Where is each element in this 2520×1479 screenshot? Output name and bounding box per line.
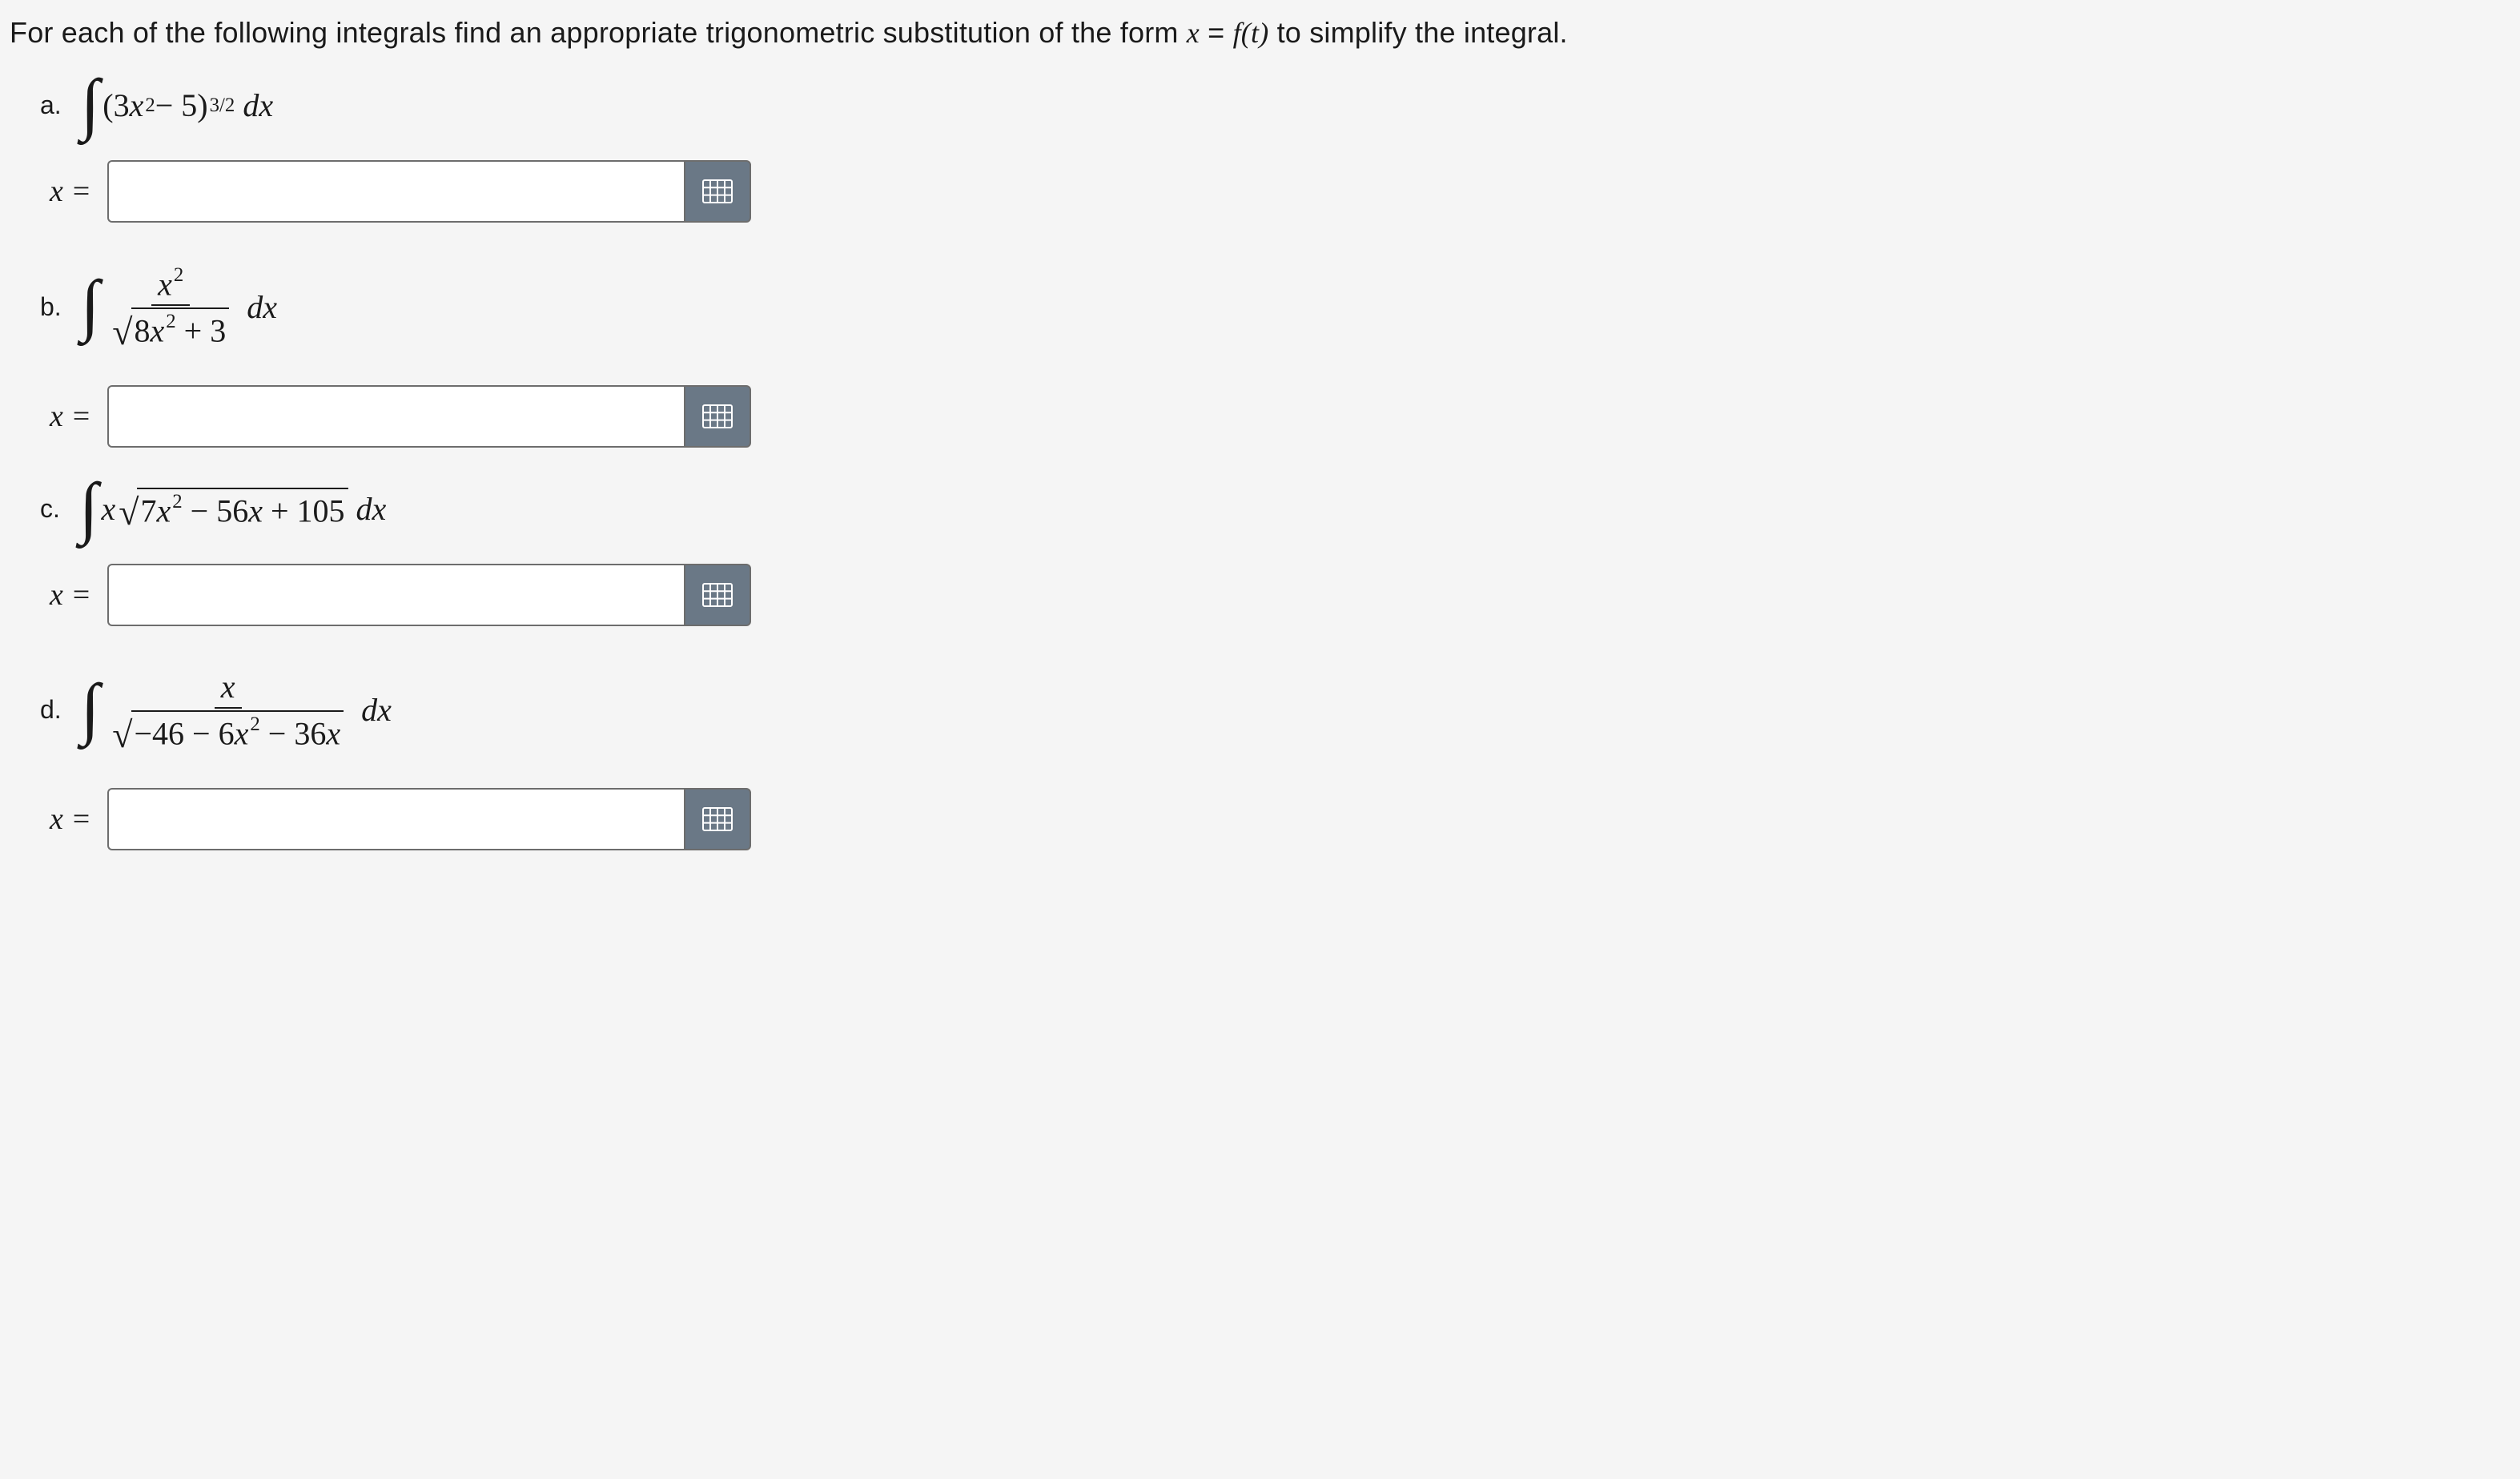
problem-b-answer-row: x = [50, 385, 2510, 448]
integral-sign: ∫ [81, 688, 100, 729]
problem-a-xeq: x = [50, 174, 91, 209]
radical-sign: √ [112, 713, 132, 756]
c-rad-rest: + 105 [263, 492, 345, 529]
problem-b-denominator: √ 8x2 + 3 [106, 306, 235, 352]
problem-d-equation: d. ∫ x √ −46 − 6x2 − 36x [40, 666, 2510, 754]
integral-sign: ∫ [79, 487, 98, 529]
problem-d-fraction: x √ −46 − 6x2 − 36x [106, 666, 350, 754]
c-rad-1: 7 [140, 492, 156, 529]
page: For each of the following integrals find… [0, 0, 2520, 921]
b-rad-rest: + 3 [176, 312, 227, 348]
d-rad-1: −46 − 6 [135, 715, 235, 751]
problem-a: a. ∫ (3x2 − 5)3/2 dx x = [40, 85, 2510, 223]
integral-sign: ∫ [81, 83, 100, 125]
problem-b-input[interactable] [107, 385, 684, 448]
d-rad-var: x [235, 715, 249, 751]
problem-c-keyboard-button[interactable] [684, 564, 751, 626]
problem-b-numerator: x2 [151, 263, 190, 306]
instruction-eq: = [1200, 16, 1233, 49]
c-rad-mid: − 56 [183, 492, 249, 529]
problem-c-xeq: x = [50, 577, 91, 613]
d-rad-exp: 2 [250, 713, 259, 735]
b-den-sqrt: √ 8x2 + 3 [112, 307, 229, 350]
problem-b-math: ∫ x2 √ 8x2 + 3 dx [81, 263, 277, 352]
problem-a-math: ∫ (3x2 − 5)3/2 dx [81, 85, 273, 127]
d-num-var: x [221, 669, 235, 705]
radical-sign: √ [112, 311, 132, 353]
b-rad-var: x [151, 312, 165, 348]
problem-a-label: a. [40, 90, 62, 120]
c-lead-var: x [101, 490, 115, 528]
d-den-sqrt: √ −46 − 6x2 − 36x [112, 710, 344, 753]
grid-keyboard-icon [702, 583, 733, 607]
c-rad-exp: 2 [172, 491, 182, 512]
expr-a-outerexp: 3/2 [210, 94, 235, 117]
d-rad-mid: − 36 [260, 715, 327, 751]
integral-sign: ∫ [81, 284, 100, 326]
expr-a-dx: dx [243, 86, 273, 124]
problem-b-keyboard-button[interactable] [684, 385, 751, 448]
problem-a-answer-row: x = [50, 160, 2510, 223]
expr-a-exp: 2 [145, 94, 155, 117]
instruction-part1: For each of the following integrals find… [10, 16, 1187, 49]
expr-a-rest: − 5) [155, 86, 208, 124]
d-rad-var2: x [326, 715, 340, 751]
expr-d-dx: dx [361, 691, 392, 729]
problem-d-numerator: x [215, 666, 242, 709]
problem-d-math: ∫ x √ −46 − 6x2 − 36x dx [81, 666, 392, 754]
expr-a-var: x [130, 86, 144, 124]
problem-d-input[interactable] [107, 788, 684, 850]
problem-b-xeq: x = [50, 399, 91, 434]
problem-d-answer-row: x = [50, 788, 2510, 850]
problem-c-equation: c. ∫ x √ 7x2 − 56x + 105 dx [40, 488, 2510, 530]
problem-c: c. ∫ x √ 7x2 − 56x + 105 dx x = [40, 488, 2510, 626]
grid-keyboard-icon [702, 807, 733, 831]
problem-d: d. ∫ x √ −46 − 6x2 − 36x [40, 666, 2510, 850]
grid-keyboard-icon [702, 404, 733, 428]
problem-a-equation: a. ∫ (3x2 − 5)3/2 dx [40, 85, 2510, 127]
problem-a-input[interactable] [107, 160, 684, 223]
c-rad-var2: x [248, 492, 263, 529]
b-num-var: x [158, 266, 172, 302]
problem-b: b. ∫ x2 √ 8x2 + 3 [40, 263, 2510, 448]
expr-c-dx: dx [356, 490, 387, 528]
instruction-ft: f(t) [1233, 17, 1269, 49]
b-rad-exp: 2 [166, 311, 175, 332]
c-radicand: 7x2 − 56x + 105 [137, 488, 348, 530]
problem-d-xeq: x = [50, 802, 91, 837]
expr-a-1: (3 [102, 86, 129, 124]
instruction-text: For each of the following integrals find… [10, 16, 2510, 50]
b-rad-1: 8 [135, 312, 151, 348]
problem-c-answer-row: x = [50, 564, 2510, 626]
problem-c-math: ∫ x √ 7x2 − 56x + 105 dx [79, 488, 386, 530]
problem-c-label: c. [40, 494, 60, 524]
d-radicand: −46 − 6x2 − 36x [131, 710, 344, 753]
b-radicand: 8x2 + 3 [131, 307, 230, 350]
grid-keyboard-icon [702, 179, 733, 203]
instruction-x: x [1187, 17, 1200, 49]
radical-sign: √ [119, 491, 139, 533]
instruction-part2: to simplify the integral. [1268, 16, 1567, 49]
problem-a-keyboard-button[interactable] [684, 160, 751, 223]
expr-b-dx: dx [247, 288, 277, 326]
problem-c-input[interactable] [107, 564, 684, 626]
problem-d-keyboard-button[interactable] [684, 788, 751, 850]
problem-d-label: d. [40, 695, 62, 725]
c-sqrt: √ 7x2 − 56x + 105 [119, 488, 348, 530]
c-rad-var: x [156, 492, 171, 529]
problem-b-equation: b. ∫ x2 √ 8x2 + 3 [40, 263, 2510, 352]
problem-d-denominator: √ −46 − 6x2 − 36x [106, 709, 350, 754]
b-num-exp: 2 [174, 264, 183, 286]
problem-b-fraction: x2 √ 8x2 + 3 [106, 263, 235, 352]
problem-b-label: b. [40, 292, 62, 322]
